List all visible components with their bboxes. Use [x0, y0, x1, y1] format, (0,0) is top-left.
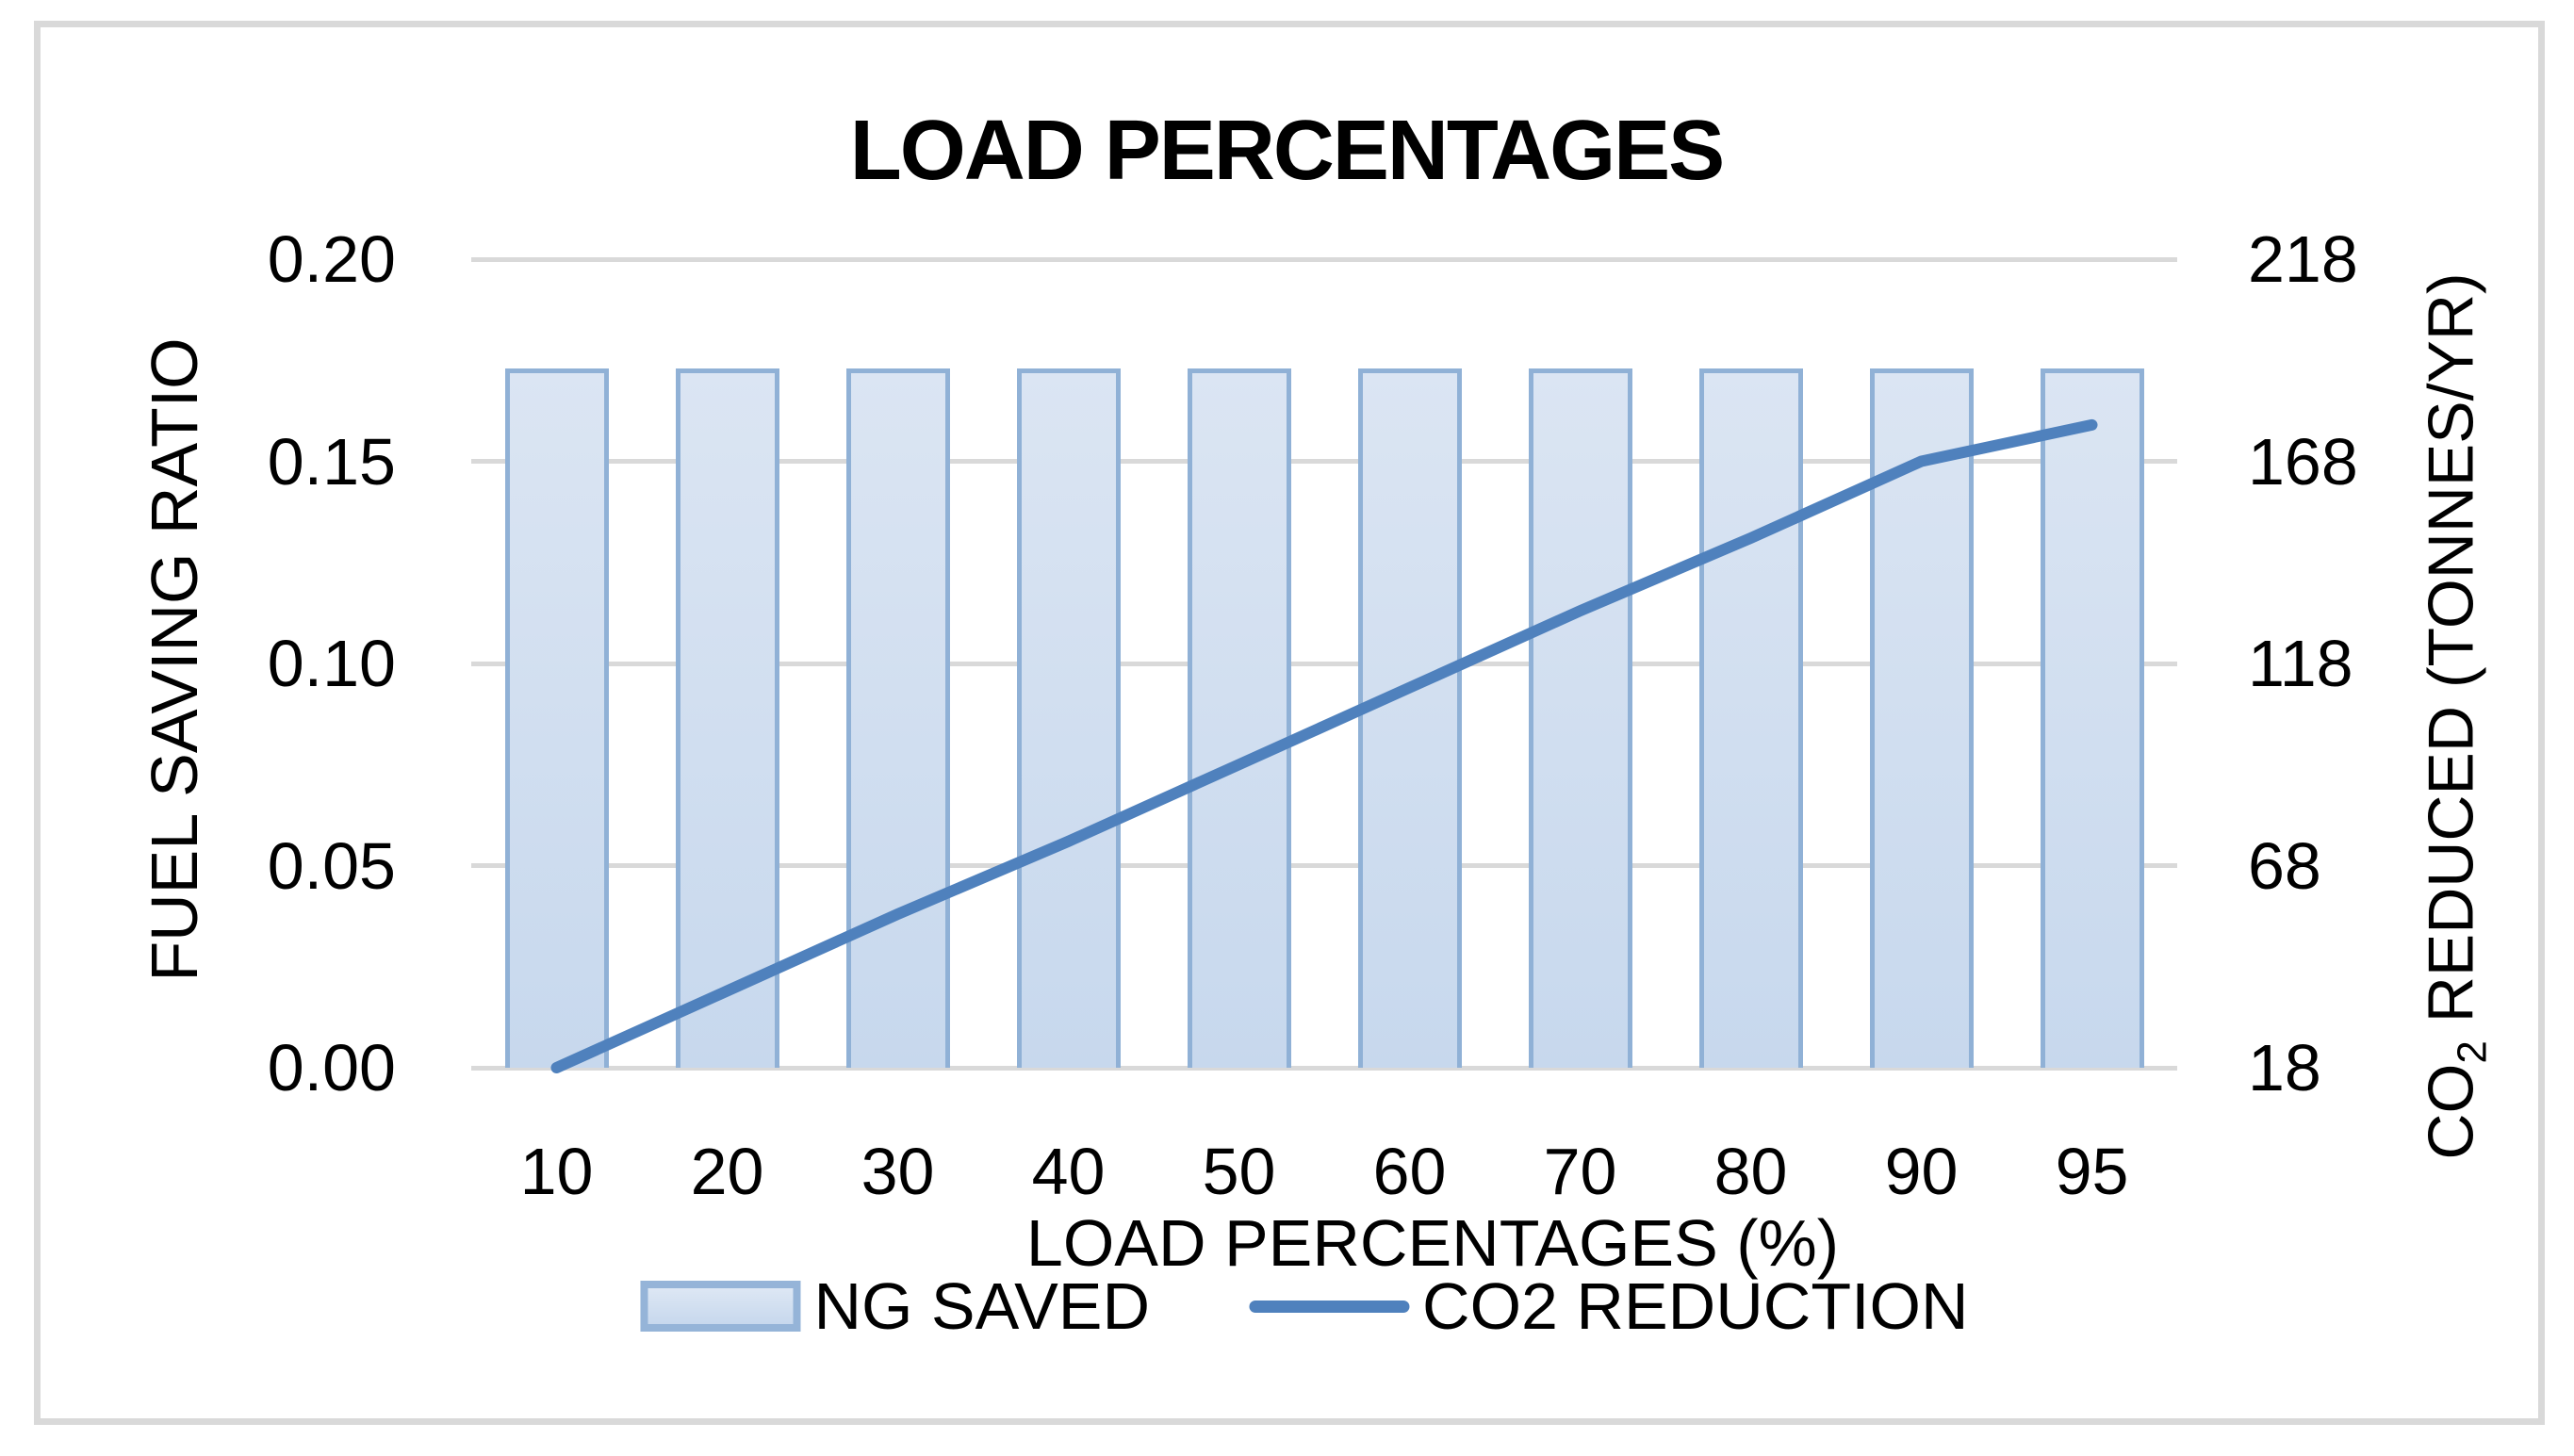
y-left-tick-label: 0.15 — [267, 424, 396, 499]
y-left-tick-label: 0.00 — [267, 1031, 396, 1104]
bar — [504, 368, 609, 1068]
x-tick-label: 60 — [1372, 1135, 1447, 1208]
x-tick-label: 70 — [1543, 1135, 1617, 1208]
x-tick-label: 90 — [1884, 1135, 1959, 1208]
bar — [1528, 368, 1632, 1068]
y-right-tick-label: 168 — [2248, 424, 2358, 499]
gridline — [471, 1065, 2177, 1071]
bar — [1187, 368, 1291, 1068]
legend: NG SAVED CO2 REDUCTION — [640, 1268, 1969, 1345]
y-left-tick-label: 0.05 — [267, 828, 396, 903]
gridline — [471, 661, 2177, 666]
gridline — [471, 459, 2177, 464]
x-tick-label: 20 — [690, 1135, 764, 1208]
bar — [675, 368, 779, 1068]
y-left-tick-label: 0.10 — [267, 627, 396, 700]
bar — [1357, 368, 1462, 1068]
x-tick-label: 80 — [1713, 1135, 1788, 1208]
bar — [1016, 368, 1121, 1068]
legend-item-line-series: CO2 REDUCTION — [1249, 1269, 1969, 1343]
legend-item-bar-series: NG SAVED — [640, 1272, 1150, 1340]
chart-title: LOAD PERCENTAGES — [849, 104, 1725, 198]
bar — [2040, 368, 2144, 1068]
legend-label-line-series: CO2 REDUCTION — [1422, 1269, 1969, 1343]
co2-reduction-line — [550, 418, 2098, 1073]
bar-series-swatch-icon — [640, 1281, 801, 1332]
x-axis-title: LOAD PERCENTAGES (%) — [1025, 1206, 1840, 1280]
bar — [845, 368, 950, 1068]
bar — [1869, 368, 1974, 1068]
y-right-tick-label: 18 — [2248, 1031, 2321, 1104]
line-series-swatch-icon — [1249, 1300, 1410, 1313]
y-left-tick-label: 0.20 — [267, 222, 396, 296]
y-right-tick-label: 118 — [2248, 627, 2353, 700]
x-tick-label: 95 — [2055, 1135, 2129, 1208]
bar — [1698, 368, 1803, 1068]
y-right-tick-label: 218 — [2248, 222, 2358, 296]
gridline — [471, 863, 2177, 868]
chart-border-frame — [34, 21, 2545, 1425]
x-tick-label: 40 — [1031, 1135, 1106, 1208]
gridline — [471, 256, 2177, 262]
x-tick-label: 50 — [1202, 1135, 1276, 1208]
legend-label-bar-series: NG SAVED — [813, 1269, 1151, 1343]
x-tick-label: 30 — [861, 1135, 935, 1208]
y-right-tick-label: 68 — [2248, 828, 2321, 903]
x-tick-label: 10 — [519, 1135, 594, 1208]
